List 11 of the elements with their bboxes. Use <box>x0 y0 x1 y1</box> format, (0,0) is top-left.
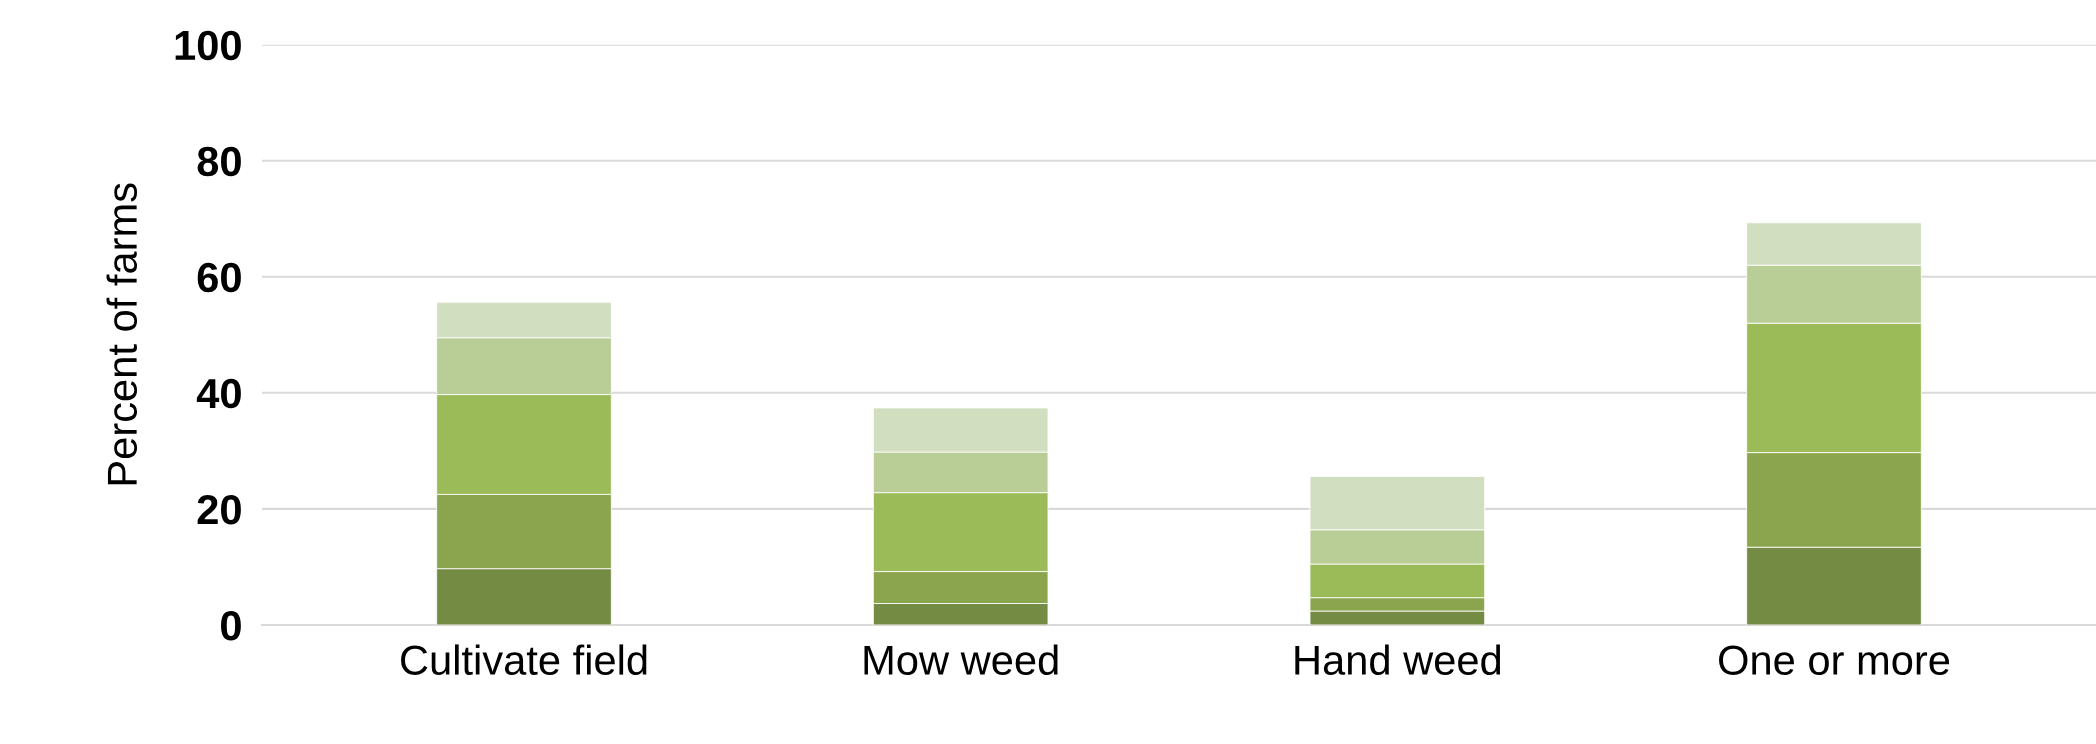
y-tick-label: 40 <box>196 378 241 409</box>
y-tick-label: 20 <box>197 494 241 525</box>
x-tick-label: Hand weed <box>1295 644 1501 676</box>
y-tick-label: 60 <box>197 262 241 293</box>
y-tick-label: 0 <box>221 610 241 641</box>
x-tick-label: Mow weed <box>864 644 1058 676</box>
x-tick-label: Cultivate field <box>401 644 647 676</box>
y-axis-title: Percent of farms <box>106 183 138 485</box>
x-tick-label: One or more <box>1719 645 1950 676</box>
y-tick-label: 80 <box>197 146 241 177</box>
y-tick-label: 100 <box>175 30 241 61</box>
